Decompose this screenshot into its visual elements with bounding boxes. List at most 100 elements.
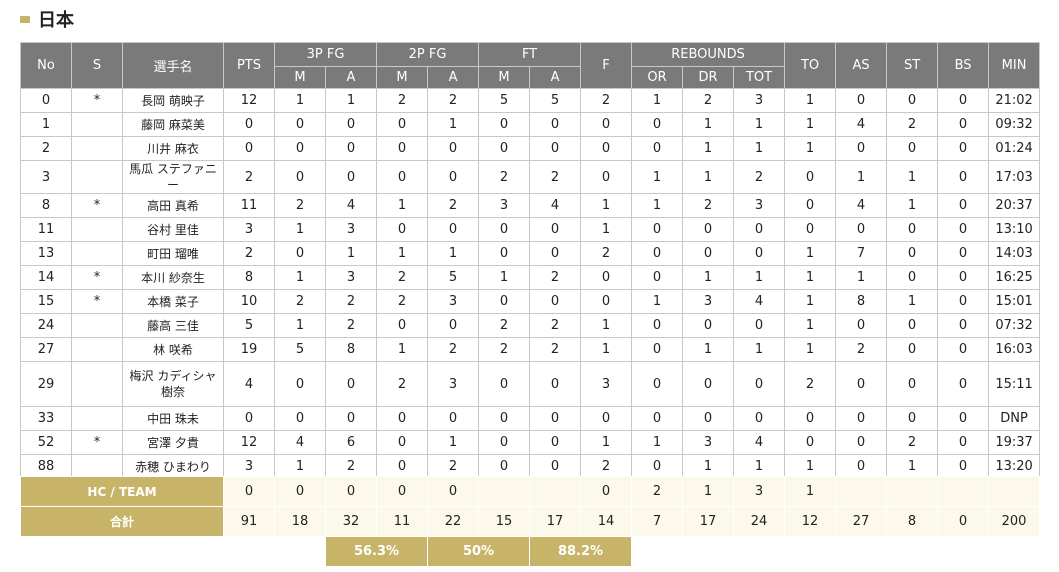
- total-2p-attempted: 22: [427, 506, 480, 537]
- player-3p-attempted: 0: [324, 112, 378, 137]
- player-fouls: 1: [580, 193, 633, 218]
- player-min: 19:37: [988, 430, 1041, 455]
- header-ft-attempted[interactable]: A: [529, 66, 582, 89]
- player-dr: 0: [682, 406, 735, 431]
- player-to: 0: [784, 160, 837, 194]
- player-ft-made: 1: [478, 265, 531, 290]
- player-as: 2: [835, 337, 888, 362]
- total-2p-made: 11: [376, 506, 429, 537]
- player-min: 13:20: [988, 454, 1041, 479]
- percentage-row: 56.3% 50% 88.2%: [19, 536, 1041, 567]
- header-rebounds: REBOUNDS: [631, 42, 786, 67]
- hc-team-fouls: 0: [580, 476, 633, 507]
- starter-mark: *: [71, 289, 123, 314]
- player-row: 14 * 本川 紗奈生 8 1 3 2 5 1 2 0 0 1 1 1 1 0 0 16:25: [20, 265, 1041, 290]
- hc-team-3p-attempted: 0: [325, 476, 378, 507]
- player-row: 13 町田 瑠唯 2 0 1 1 1 0 0 2 0 0 0 1 7 0 0 14:03: [20, 241, 1041, 266]
- player-name: 長岡 萌映子: [122, 88, 224, 113]
- header-pts[interactable]: PTS: [223, 42, 275, 89]
- player-3p-made: 0: [274, 241, 326, 266]
- player-3p-made: 0: [274, 160, 326, 194]
- player-as: 0: [835, 136, 888, 161]
- player-ft-attempted: 0: [529, 112, 582, 137]
- starter-mark: [71, 406, 123, 431]
- player-row: 11 谷村 里佳 3 1 3 0 0 0 0 1 0 0 0 0 0 0 0 13:10: [20, 217, 1041, 242]
- player-2p-made: 0: [376, 313, 429, 338]
- player-name: 本橋 菜子: [122, 289, 224, 314]
- pct-3p-fg: 56.3%: [325, 536, 429, 567]
- player-3p-made: 1: [274, 88, 326, 113]
- player-dr: 3: [682, 430, 735, 455]
- total-ft-made: 15: [478, 506, 531, 537]
- player-tot: 1: [733, 112, 786, 137]
- player-pts: 10: [223, 289, 275, 314]
- player-tot: 2: [733, 160, 786, 194]
- header-offensive-rebounds[interactable]: OR: [631, 66, 684, 89]
- player-3p-attempted: 6: [324, 430, 378, 455]
- player-fouls: 0: [580, 406, 633, 431]
- header-assists[interactable]: AS: [835, 42, 888, 89]
- player-2p-attempted: 2: [427, 88, 480, 113]
- player-pts: 4: [223, 361, 275, 407]
- header-starter[interactable]: S: [71, 42, 123, 89]
- header-3p-made[interactable]: M: [274, 66, 326, 89]
- header-3p-fg: 3P FG: [273, 42, 378, 67]
- team-title: 日本: [20, 6, 74, 32]
- player-3p-attempted: 1: [324, 241, 378, 266]
- header-minutes[interactable]: MIN: [988, 42, 1041, 89]
- header-2p-made[interactable]: M: [376, 66, 429, 89]
- header-2p-attempted[interactable]: A: [427, 66, 480, 89]
- player-ft-attempted: 2: [529, 160, 582, 194]
- player-min: 09:32: [988, 112, 1041, 137]
- player-3p-made: 2: [274, 193, 326, 218]
- player-st: 0: [886, 406, 939, 431]
- player-to: 1: [784, 88, 837, 113]
- header-turnovers[interactable]: TO: [784, 42, 837, 89]
- player-3p-made: 0: [274, 136, 326, 161]
- player-3p-made: 2: [274, 289, 326, 314]
- player-min: 01:24: [988, 136, 1041, 161]
- player-fouls: 0: [580, 112, 633, 137]
- header-ft-made[interactable]: M: [478, 66, 531, 89]
- total-ft-attempted: 17: [529, 506, 582, 537]
- header-steals[interactable]: ST: [886, 42, 939, 89]
- total-as: 27: [835, 506, 888, 537]
- player-bs: 0: [937, 217, 990, 242]
- hc-team-or: 2: [631, 476, 684, 507]
- team-totals-table: HC / TEAM 0 0 0 0 0 0 2 1 3 1 合計 91 18 3…: [19, 476, 1041, 567]
- player-3p-attempted: 2: [324, 454, 378, 479]
- player-name: 町田 瑠唯: [122, 241, 224, 266]
- header-fouls[interactable]: F: [580, 42, 633, 89]
- hc-team-tot: 3: [733, 476, 786, 507]
- player-3p-made: 5: [274, 337, 326, 362]
- player-or: 0: [631, 313, 684, 338]
- header-blocks[interactable]: BS: [937, 42, 990, 89]
- player-ft-made: 0: [478, 289, 531, 314]
- player-min: DNP: [988, 406, 1041, 431]
- player-3p-attempted: 8: [324, 337, 378, 362]
- player-st: 0: [886, 241, 939, 266]
- player-number: 29: [20, 361, 72, 407]
- player-name: 梅沢 カディシャ樹奈: [122, 361, 224, 407]
- player-bs: 0: [937, 160, 990, 194]
- header-no[interactable]: No: [20, 42, 72, 89]
- starter-mark: *: [71, 193, 123, 218]
- player-tot: 3: [733, 193, 786, 218]
- player-as: 1: [835, 265, 888, 290]
- team-name: 日本: [38, 10, 74, 31]
- header-3p-attempted[interactable]: A: [324, 66, 378, 89]
- player-st: 0: [886, 337, 939, 362]
- player-row: 2 川井 麻衣 0 0 0 0 0 0 0 0 0 1 1 1 0 0 0 01:24: [20, 136, 1041, 161]
- player-min: 21:02: [988, 88, 1041, 113]
- player-bs: 0: [937, 361, 990, 407]
- player-fouls: 1: [580, 337, 633, 362]
- header-total-rebounds[interactable]: TOT: [733, 66, 786, 89]
- player-as: 0: [835, 430, 888, 455]
- header-player-name[interactable]: 選手名: [122, 42, 224, 89]
- header-2p-fg: 2P FG: [376, 42, 480, 67]
- player-name: 中田 珠未: [122, 406, 224, 431]
- player-3p-attempted: 0: [324, 406, 378, 431]
- player-or: 0: [631, 241, 684, 266]
- header-defensive-rebounds[interactable]: DR: [682, 66, 735, 89]
- player-number: 13: [20, 241, 72, 266]
